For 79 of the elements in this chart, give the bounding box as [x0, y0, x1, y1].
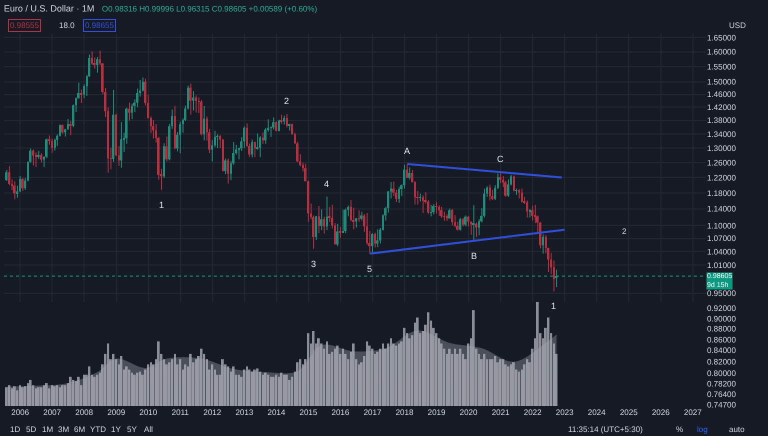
annotation: A	[404, 146, 410, 156]
y-tick-label: 1.60000	[707, 48, 736, 57]
x-tick-label: 2015	[299, 408, 318, 417]
text: 11:35:14 (UTC+5:30)	[568, 425, 644, 434]
y-tick-label: 0.84000	[707, 346, 736, 356]
annotation: 3	[311, 259, 316, 269]
x-tick-label: 2007	[43, 408, 62, 417]
x-tick-label: 2011	[172, 408, 190, 417]
annotation: 1	[551, 301, 556, 311]
text: YTD	[90, 425, 106, 434]
annotation: C	[497, 154, 504, 164]
x-tick-label: 2012	[203, 408, 222, 417]
x-tick-label: 2023	[556, 408, 574, 417]
text: 1Y	[111, 425, 122, 434]
annotation: 5	[367, 264, 372, 274]
x-tick-label: 2009	[107, 408, 126, 417]
x-tick-label: 2018	[396, 408, 414, 417]
x-tick-label: 2022	[524, 408, 542, 417]
annotation: 2	[284, 96, 290, 106]
y-tick-label: 1.30000	[707, 144, 736, 153]
y-tick-label: 1.42000	[707, 102, 736, 112]
y-tick-label: 1.14000	[707, 204, 736, 214]
text: %	[676, 425, 684, 434]
y-tick-label: 0.92000	[707, 304, 736, 314]
text: 5D	[26, 425, 36, 434]
chart-subtitle: O0.98316 H0.99996 L0.96315 C0.98605 +0.00589 (+0.60%)	[102, 4, 318, 14]
annotation: 4	[324, 179, 330, 189]
y-tick-label: 0.80000	[707, 368, 736, 378]
y-tick-label: 0.76400	[707, 390, 736, 400]
y-tick-label: 1.01000	[707, 260, 736, 270]
y-tick-label: 1.18000	[707, 188, 736, 198]
y-tick-label: 0.74700	[707, 400, 736, 410]
text: 0.98555	[10, 21, 40, 30]
x-tick-label: 2017	[364, 408, 382, 417]
x-tick-label: 2013	[235, 408, 254, 417]
y-tick-label: 1.10000	[707, 221, 736, 230]
annotation: B	[471, 251, 478, 261]
chart-title: Euro / U.S. Dollar · 1M	[4, 4, 94, 14]
y-tick-label: 1.07000	[707, 234, 736, 244]
text: 1D	[10, 425, 20, 434]
y-tick-label: 1.65000	[707, 33, 736, 42]
x-tick-label: 2016	[332, 408, 350, 417]
text: 1M	[42, 425, 54, 434]
x-tick-label: 2027	[684, 408, 702, 417]
text: USD	[729, 21, 746, 30]
x-tick-label: 2010	[139, 408, 158, 417]
text: auto	[729, 425, 746, 434]
x-tick-label: 2006	[11, 408, 30, 417]
y-tick-label: 1.22000	[707, 173, 736, 182]
text: 6M	[74, 425, 86, 434]
y-tick-label: 0.78200	[707, 379, 736, 388]
y-tick-label: 1.55000	[707, 62, 736, 72]
y-tick-label: 1.50000	[707, 78, 736, 87]
x-tick-label: 2024	[588, 408, 606, 417]
text: log	[697, 425, 708, 434]
y-tick-label: 0.82000	[707, 357, 736, 366]
x-tick-label: 2020	[460, 408, 478, 417]
x-tick-label: 2026	[652, 408, 670, 417]
y-tick-label: 1.34000	[707, 130, 736, 139]
annotation: 1	[159, 200, 164, 210]
x-tick-label: 2025	[620, 408, 638, 417]
y-tick-label: 1.46000	[707, 90, 736, 100]
y-tick-label: 1.38000	[707, 116, 736, 126]
text: 5Y	[127, 425, 138, 434]
x-tick-label: 2019	[428, 408, 446, 417]
text: 3M	[58, 425, 70, 434]
annotation: 2	[622, 227, 627, 236]
x-tick-label: 2014	[267, 408, 286, 417]
y-tick-label: 0.86000	[707, 335, 736, 344]
y-tick-label: 0.88000	[707, 324, 736, 334]
x-tick-label: 2021	[492, 408, 510, 417]
y-tick-label: 0.90000	[707, 314, 736, 324]
text: 18.0	[59, 21, 76, 30]
y-tick-label: 0.95000	[707, 289, 736, 298]
x-tick-label: 2008	[75, 408, 94, 417]
text: 0.98655	[85, 21, 114, 30]
text: All	[144, 425, 154, 434]
y-tick-label: 1.26000	[707, 158, 736, 168]
y-tick-label: 1.04000	[707, 247, 736, 256]
